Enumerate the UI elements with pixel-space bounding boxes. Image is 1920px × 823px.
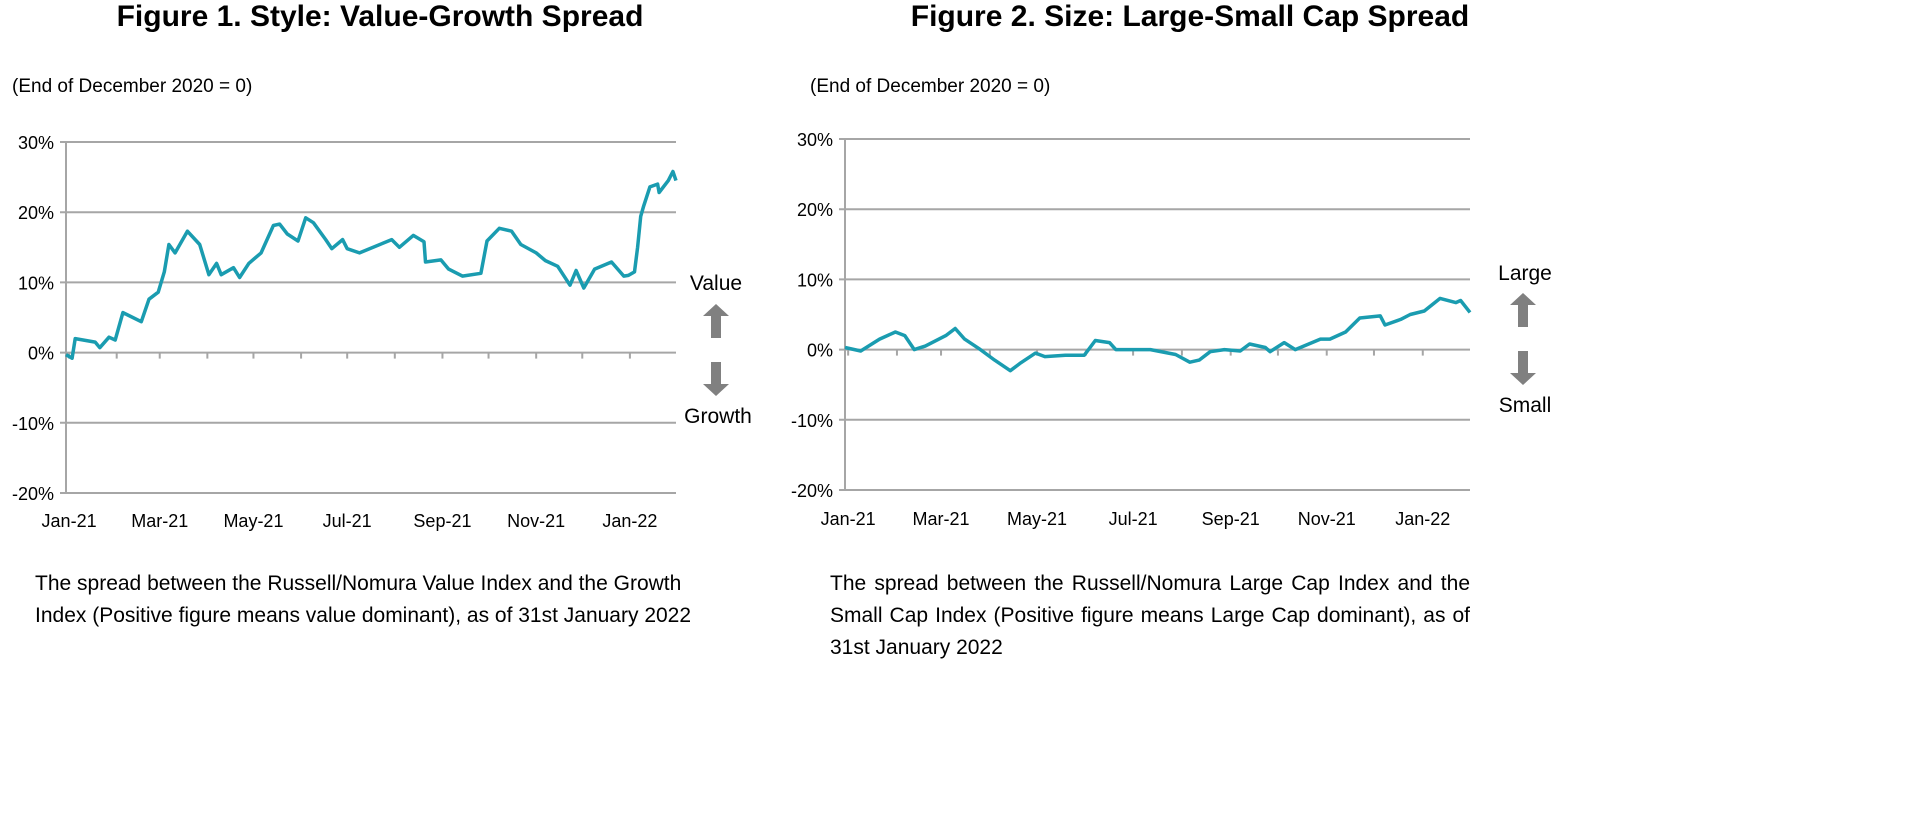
down-arrow-icon [703,362,729,401]
y-tick-label: -10% [791,411,833,431]
x-tick-label: Jan-21 [42,511,97,531]
x-tick-label: Jul-21 [1109,509,1158,529]
figure-2-chart: -20% -10% 0% 10% 20% 30% Jan-21 Mar-21 May-21 Jul… [791,130,1472,529]
figure-2-subtitle: (End of December 2020 = 0) [810,76,1051,97]
x-tick-label: Jan-22 [602,511,657,531]
x-tick-label: Nov-21 [1298,509,1356,529]
figure-1-caption: The spread between the Russell/Nomura Va… [35,572,692,627]
x-tick-label: Mar-21 [131,511,188,531]
figure-1-title: Figure 1. Style: Value-Growth Spread [116,0,644,33]
figure-2-caption: The spread between the Russell/Nomura La… [830,572,1470,659]
value-label: Value [689,272,743,295]
figure-1-subtitle: (End of December 2020 = 0) [12,76,253,97]
y-tick-label: 30% [797,130,833,150]
y-tick-label: 10% [797,270,833,290]
y-tick-label: 30% [18,133,54,153]
down-arrow-icon [1510,351,1536,390]
spread-series-line [844,296,1472,373]
x-tick-label: Nov-21 [507,511,565,531]
x-tick-label: Jan-21 [821,509,876,529]
y-tick-label: -10% [12,414,54,434]
figure-2-title: Figure 2. Size: Large-Small Cap Spread [910,0,1470,33]
x-tick-label: May-21 [1007,509,1067,529]
y-tick-label: 0% [28,344,54,364]
x-tick-label: Sep-21 [413,511,471,531]
y-tick-label: 20% [18,203,54,223]
y-tick-label: -20% [12,484,54,504]
growth-label: Growth [684,405,752,428]
large-label: Large [1498,262,1552,285]
y-tick-label: 10% [18,273,54,293]
x-tick-label: Jan-22 [1395,509,1450,529]
x-tick-label: May-21 [223,511,283,531]
x-tick-label: Mar-21 [913,509,970,529]
x-tick-label: Sep-21 [1202,509,1260,529]
y-tick-label: -20% [791,481,833,501]
small-label: Small [1498,394,1552,417]
y-tick-label: 0% [807,341,833,361]
spread-series-line [65,169,678,360]
y-tick-label: 20% [797,200,833,220]
up-arrow-icon [703,304,729,343]
figure-1-chart: -20% -10% 0% 10% 20% 30% Jan-21 Mar-21 May-21 Jul… [12,133,678,531]
x-tick-label: Jul-21 [323,511,372,531]
up-arrow-icon [1510,293,1536,332]
